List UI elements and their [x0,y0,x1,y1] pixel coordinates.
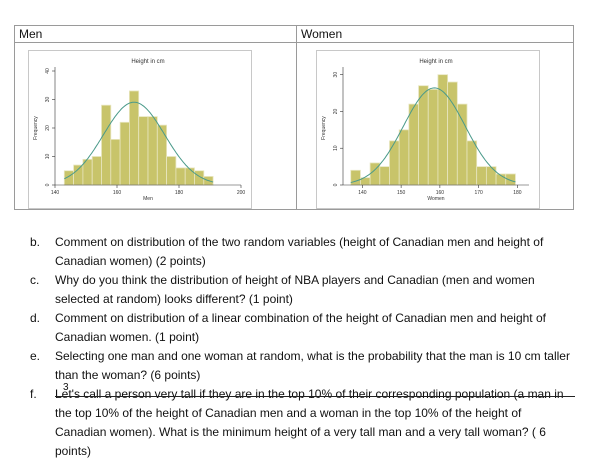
histogram-bar [166,156,177,186]
histogram-bar [101,104,112,186]
histogram-bar [379,166,390,186]
women-column-header: Women [301,27,343,41]
page-break-marker: 3 [63,382,69,393]
question-letter: c. [30,273,40,287]
women-height-histogram: Height in cm 140 150 160 170 180 0 10 20 30 Women F… [321,59,529,202]
x-axis-label: Men [143,196,153,202]
y-tick-label: 0 [333,183,339,186]
y-axis-label: Frequency [321,116,327,140]
y-tick-label: 40 [45,68,51,74]
men-height-histogram: Height in cm 140 160 180 200 0 10 20 30 40 Men Freq… [33,59,246,202]
histogram-bar [129,90,140,186]
question-b: b. Comment on distribution of the two ra… [30,233,575,271]
figure-table: Men Women Height in cm 140 160 180 200 0 10 20 3… [14,25,574,210]
header-divider [15,42,573,43]
x-tick-label: 140 [358,190,367,196]
y-tick-label: 20 [45,125,51,131]
histogram-bar [447,81,458,186]
x-tick-label: 140 [51,190,60,196]
question-letter: f. [30,387,37,401]
histogram-bar [476,166,487,186]
y-tick-label: 10 [45,154,51,160]
histogram-bar [466,140,478,186]
histogram-bar [175,167,186,186]
question-list: b. Comment on distribution of the two ra… [30,233,575,461]
y-tick-label: 0 [45,183,51,186]
question-text: Comment on distribution of a linear comb… [55,311,546,344]
column-divider [296,26,297,209]
men-column-header: Men [19,27,43,41]
question-text: Comment on distribution of the two rando… [55,235,544,268]
histogram-bar [408,103,419,186]
y-tick-label: 10 [333,145,339,151]
y-tick-label: 30 [333,72,339,78]
histogram-bar [418,85,429,186]
x-tick-label: 180 [513,190,522,196]
histogram-bar [119,121,130,186]
women-histogram-frame: Height in cm 140 150 160 170 180 0 10 20 30 Women F… [316,50,540,209]
y-axis-label: Frequency [33,116,39,140]
x-tick-label: 170 [474,190,483,196]
x-tick-label: 200 [237,190,246,196]
question-d: d. Comment on distribution of a linear c… [30,309,575,347]
histogram-bar [398,129,410,186]
x-tick-label: 180 [175,190,184,196]
normal-curve-line [350,87,516,183]
x-tick-label: 160 [436,190,445,196]
y-tick-label: 30 [45,97,51,103]
men-histogram-frame: Height in cm 140 160 180 200 0 10 20 30 40 Men Freq… [28,50,252,209]
histogram-bar [110,139,121,186]
histogram-bar [485,166,497,186]
histogram-bar [147,116,158,186]
question-text: Let's call a person very tall if they ar… [55,387,564,458]
y-tick-label: 20 [333,108,339,114]
question-letter: d. [30,311,41,325]
question-text: Selecting one man and one woman at rando… [55,349,570,382]
page-break-line [55,396,575,397]
histogram-bar [456,103,468,186]
x-axis-label: Women [427,196,444,202]
histogram-bar [73,164,84,186]
question-letter: b. [30,235,41,249]
question-letter: e. [30,349,41,363]
histogram-bar [184,167,195,186]
histogram-bar [350,169,361,186]
question-f: 3 f. Let's call a person very tall if th… [30,382,575,461]
question-c: c. Why do you think the distribution of … [30,271,575,309]
question-text: Why do you think the distribution of hei… [55,273,535,306]
histogram-bar [156,124,168,186]
question-e: e. Selecting one man and one woman at ra… [30,347,575,385]
histogram-bar [427,88,439,186]
histogram-bar [138,116,149,186]
histogram-bar [91,156,102,186]
normal-curve-line [64,101,214,183]
x-tick-label: 160 [113,190,122,196]
chart-title: Height in cm [419,59,452,65]
x-tick-label: 150 [397,190,406,196]
chart-title: Height in cm [131,59,164,65]
histogram-bar [389,140,400,186]
